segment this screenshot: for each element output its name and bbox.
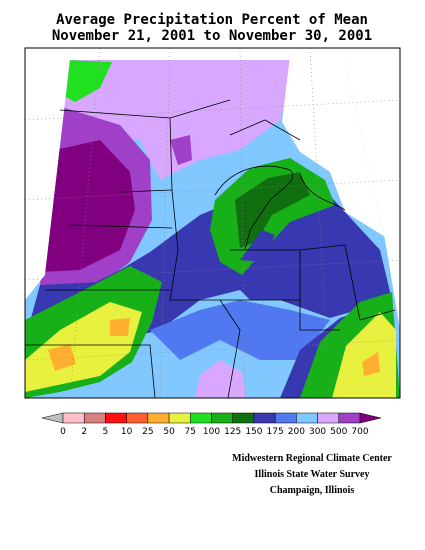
legend-label: 0 bbox=[60, 427, 66, 437]
legend-high-arrow bbox=[359, 412, 382, 424]
legend-label: 75 bbox=[185, 427, 196, 437]
title: Average Precipitation Percent of Mean bbox=[56, 12, 368, 28]
legend-swatch bbox=[126, 412, 149, 424]
legend-label: 2 bbox=[81, 427, 87, 437]
legend-swatch bbox=[211, 412, 233, 424]
credit: Champaign, Illinois bbox=[270, 485, 355, 496]
legend-label: 50 bbox=[163, 427, 175, 437]
legend-label: 500 bbox=[330, 427, 347, 437]
legend-label: 5 bbox=[103, 427, 109, 437]
legend-label: 150 bbox=[245, 427, 262, 437]
legend-swatch bbox=[83, 412, 106, 424]
legend-swatch bbox=[296, 412, 318, 424]
legend-swatch bbox=[62, 412, 85, 424]
legend-label: 125 bbox=[224, 427, 241, 437]
credit: Midwestern Regional Climate Center bbox=[232, 453, 392, 464]
legend: 0 2 5 10 25 50 75 100 125 150 175 200 300 500 700 bbox=[41, 412, 382, 437]
legend-swatch bbox=[253, 412, 276, 424]
legend-label: 100 bbox=[203, 427, 220, 437]
legend-label: 200 bbox=[288, 427, 305, 437]
legend-swatch bbox=[147, 412, 170, 424]
legend-swatch bbox=[317, 412, 340, 424]
legend-swatch bbox=[190, 412, 212, 424]
legend-label: 10 bbox=[121, 427, 133, 437]
legend-low-arrow bbox=[41, 412, 64, 424]
legend-label: 700 bbox=[351, 427, 368, 437]
legend-label: 25 bbox=[142, 427, 153, 437]
legend-swatch bbox=[232, 412, 255, 424]
map bbox=[24, 47, 401, 399]
credit: Illinois State Water Survey bbox=[255, 469, 370, 480]
legend-swatch bbox=[105, 412, 127, 424]
legend-swatch bbox=[168, 412, 191, 424]
subtitle: November 21, 2001 to November 30, 2001 bbox=[52, 28, 372, 44]
legend-swatch bbox=[338, 412, 361, 424]
legend-swatch bbox=[274, 412, 297, 424]
legend-label: 175 bbox=[267, 427, 284, 437]
legend-label: 300 bbox=[309, 427, 326, 437]
